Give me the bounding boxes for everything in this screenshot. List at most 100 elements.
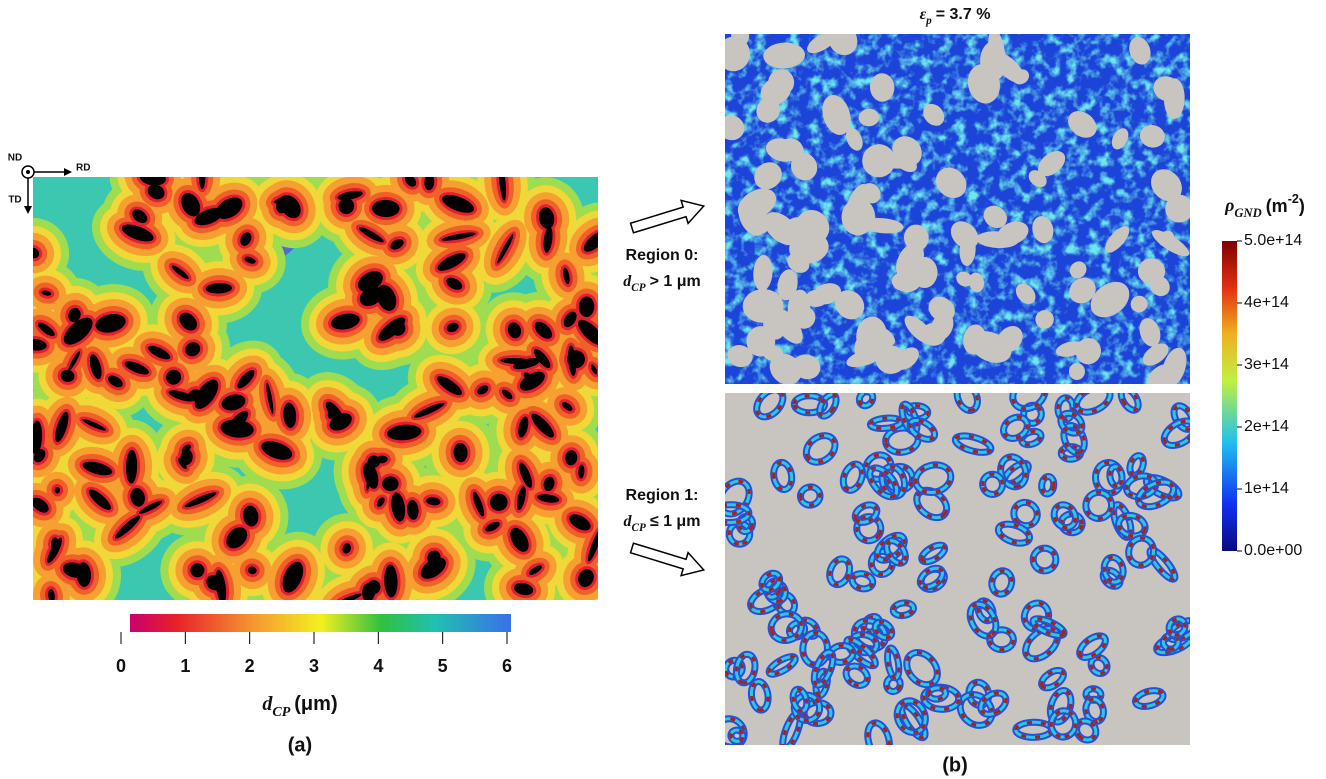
particle-layer bbox=[507, 322, 522, 339]
particle-layer bbox=[382, 476, 399, 492]
particle-rim bbox=[1024, 627, 1060, 661]
particle-layer bbox=[497, 234, 514, 264]
particle-layer bbox=[185, 342, 201, 357]
particle-layer bbox=[404, 177, 417, 187]
masked-particle bbox=[790, 152, 818, 181]
particle-rim bbox=[1117, 513, 1147, 538]
masked-particle bbox=[727, 345, 753, 368]
masked-particle bbox=[793, 306, 816, 329]
particle-rim bbox=[857, 393, 875, 408]
masked-particle bbox=[1068, 111, 1097, 138]
particle-layer bbox=[357, 271, 383, 292]
particle-layer bbox=[490, 493, 508, 511]
particle-rim bbox=[862, 615, 881, 634]
particle-layer bbox=[337, 190, 363, 200]
axis-rd-head bbox=[64, 168, 72, 176]
particle-rim bbox=[828, 557, 852, 587]
particle-layer bbox=[194, 207, 223, 226]
particle-layer bbox=[453, 442, 468, 463]
particle-layer bbox=[335, 593, 362, 600]
colorbar-title-part: ρ bbox=[1224, 195, 1234, 215]
particle-layer bbox=[114, 515, 141, 539]
particle-rim bbox=[920, 543, 947, 564]
particle-layer bbox=[237, 370, 255, 389]
particle-layer bbox=[82, 419, 107, 431]
particle-rim bbox=[734, 652, 757, 685]
masked-particle bbox=[869, 73, 895, 102]
particle-rim bbox=[767, 655, 797, 676]
particle-rim bbox=[885, 539, 907, 565]
particle-layer bbox=[178, 458, 187, 470]
particle-layer bbox=[68, 307, 81, 323]
particle-layer bbox=[166, 369, 182, 385]
strain-label-part: ε bbox=[920, 6, 927, 23]
particle-rim bbox=[927, 686, 948, 701]
colorbar-tick-label: 6 bbox=[502, 656, 512, 676]
particle-layer bbox=[472, 491, 485, 517]
masked-particle bbox=[756, 98, 781, 123]
masked-particle bbox=[856, 316, 887, 355]
particle-layer bbox=[420, 557, 446, 579]
particle-layer bbox=[226, 527, 248, 549]
masked-particle bbox=[860, 183, 881, 204]
particle-layer bbox=[485, 521, 500, 532]
particle-rim bbox=[792, 693, 822, 723]
particle-layer bbox=[33, 497, 49, 513]
particle-layer bbox=[47, 537, 63, 564]
particle-rim bbox=[1040, 668, 1065, 690]
particle-layer bbox=[215, 569, 227, 600]
colorbar-title-part: GND bbox=[1234, 206, 1261, 220]
particle-rim bbox=[922, 685, 961, 711]
colorbar-tick-label: 1e+14 bbox=[1244, 480, 1289, 497]
particle-layer bbox=[499, 177, 507, 201]
particle-layer bbox=[181, 444, 191, 454]
particle-layer bbox=[537, 494, 560, 503]
colorbar-tick-label: 4 bbox=[373, 656, 383, 676]
particle-rim bbox=[844, 664, 869, 687]
particle-rim bbox=[988, 628, 1015, 652]
colorbar-tick-label: 1 bbox=[180, 656, 190, 676]
masked-particle bbox=[970, 331, 1012, 363]
particle-layer bbox=[583, 231, 598, 252]
particle-rim bbox=[886, 646, 901, 680]
particle-layer bbox=[518, 416, 529, 438]
particle-rim bbox=[1119, 393, 1140, 412]
particle-rim bbox=[1101, 568, 1122, 588]
particle-layer bbox=[190, 563, 205, 578]
particle-rim bbox=[900, 703, 927, 740]
caption: (b) bbox=[942, 754, 968, 776]
particle-rim bbox=[772, 460, 794, 492]
particle-rim bbox=[914, 463, 953, 494]
masked-particle bbox=[753, 254, 773, 292]
region-name: Region 0: bbox=[626, 247, 699, 264]
masked-particle bbox=[1139, 124, 1165, 148]
masked-particle bbox=[835, 290, 865, 320]
arrow bbox=[629, 199, 706, 234]
particle-rim bbox=[852, 619, 888, 651]
particle-layer bbox=[376, 497, 385, 507]
particle-layer bbox=[565, 450, 578, 466]
particle-layer bbox=[244, 256, 256, 264]
particle-rim bbox=[981, 472, 1004, 496]
masked-particle bbox=[997, 221, 1029, 245]
masked-particle bbox=[1032, 216, 1054, 244]
particle-rim bbox=[792, 394, 827, 415]
particle-rim bbox=[818, 393, 838, 418]
masked-particle bbox=[777, 269, 798, 301]
particle-rim bbox=[1084, 490, 1114, 521]
particle-layer bbox=[477, 385, 489, 395]
particle-layer bbox=[362, 582, 376, 600]
particle-layer bbox=[338, 198, 355, 215]
particle-rim bbox=[868, 416, 903, 430]
particle-rim bbox=[1031, 617, 1066, 637]
particle-rim bbox=[765, 579, 782, 599]
masked-particle bbox=[935, 167, 967, 199]
particle-layer bbox=[130, 488, 145, 507]
region-condition: dCP > 1 μm bbox=[623, 273, 700, 294]
particle-rim bbox=[1078, 634, 1107, 659]
particle-rim bbox=[755, 393, 785, 419]
particle-layer bbox=[221, 394, 246, 411]
particle-layer bbox=[519, 371, 545, 391]
colorbar-tick-label: 5.0e+14 bbox=[1244, 232, 1302, 249]
particle-layer bbox=[276, 195, 292, 214]
